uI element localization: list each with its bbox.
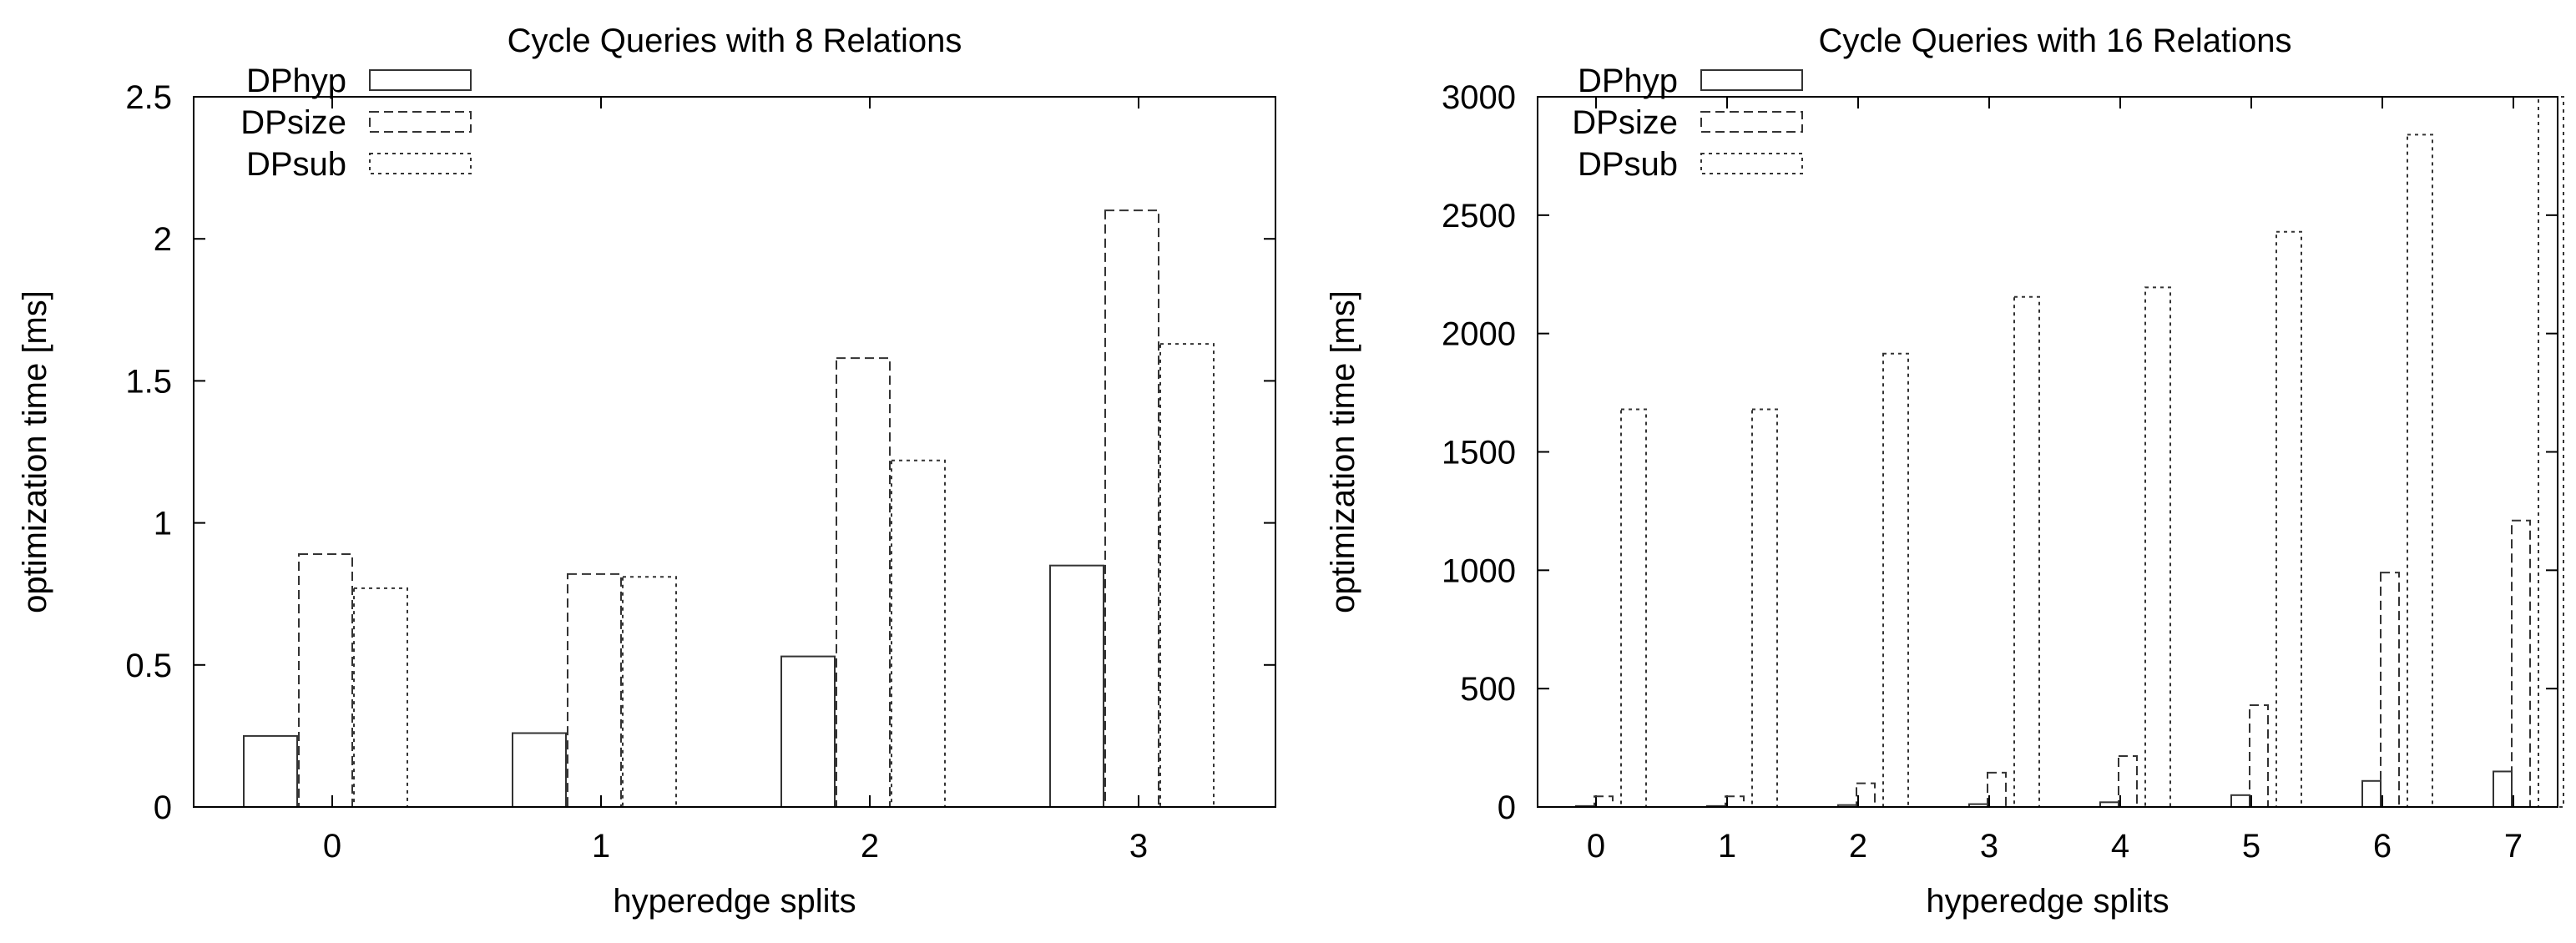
legend-swatch-dpsize — [1700, 111, 1803, 133]
chart-title: Cycle Queries with 16 Relations — [1819, 23, 2292, 59]
bar-dphyp — [1049, 564, 1104, 808]
bar-dpsub — [353, 587, 408, 809]
y-tick-label: 1500 — [1442, 435, 1516, 472]
bar-dpsize — [567, 572, 622, 808]
bar-dpsize — [1594, 795, 1614, 808]
legend-swatch-dpsub — [1700, 153, 1803, 174]
bar-dpsize — [1104, 209, 1159, 809]
chart-1: Cycle Queries with 8 Relations 0 0.5 1 1.5 2 2… — [17, 23, 1276, 920]
bar-dpsub — [1159, 343, 1215, 808]
bar-dpsize — [1987, 771, 2007, 809]
y-tick-label: 2500 — [1442, 198, 1516, 234]
x-axis-label: hyperedge splits — [613, 883, 856, 920]
bar-dpsub — [2013, 295, 2040, 809]
y-tick-label: 1.5 — [125, 363, 172, 400]
legend-label-dpsub: DPsub — [1578, 146, 1678, 183]
bar-dphyp — [2361, 779, 2382, 809]
bar-dpsub — [1620, 408, 1647, 808]
bar-dpsub — [2275, 230, 2302, 808]
x-tick-label: 4 — [2111, 828, 2129, 865]
x-tick-label: 3 — [1980, 828, 1998, 865]
bar-dphyp — [2230, 794, 2250, 808]
bar-dpsub — [2144, 286, 2171, 808]
bar-dpsub — [1751, 408, 1778, 808]
bar-dpsize — [2380, 572, 2400, 808]
legend-label-dphyp: DPhyp — [246, 63, 346, 99]
y-tick-label: 1 — [154, 506, 172, 542]
bar-dpsub — [622, 576, 677, 808]
y-tick-label: 0.5 — [125, 648, 172, 684]
x-tick-label: 0 — [323, 828, 341, 865]
legend-label-dpsub: DPsub — [246, 146, 346, 183]
y-tick-label: 0 — [154, 789, 172, 826]
legend-swatch-dpsize — [369, 111, 472, 133]
bar-dpsub — [1882, 352, 1909, 808]
y-tick-label: 2.5 — [125, 79, 172, 116]
legend-label-dphyp: DPhyp — [1578, 63, 1678, 99]
x-tick-label: 1 — [1718, 828, 1736, 865]
plot-frame — [193, 96, 1276, 808]
legend-label-dpsize: DPsize — [1572, 104, 1678, 141]
x-tick-label: 1 — [592, 828, 610, 865]
chart-title: Cycle Queries with 8 Relations — [508, 23, 962, 59]
y-tick-label: 2000 — [1442, 316, 1516, 353]
bar-dphyp — [780, 655, 836, 809]
plot-frame — [1537, 96, 2558, 808]
y-axis-label: optimization time [ms] — [17, 290, 53, 613]
bar-dpsize — [1725, 795, 1745, 808]
bar-dpsize — [1856, 782, 1876, 809]
y-tick-label: 2 — [154, 221, 172, 258]
bar-dpsize — [2511, 519, 2531, 808]
bar-dpsize — [2249, 704, 2269, 808]
x-tick-label: 0 — [1587, 828, 1605, 865]
legend-swatch-dpsub — [369, 153, 472, 174]
x-axis-label: hyperedge splits — [1926, 883, 2169, 920]
y-axis-label: optimization time [ms] — [1325, 290, 1361, 613]
bar-dpsize — [836, 357, 891, 808]
y-tick-label: 3000 — [1442, 79, 1516, 116]
x-tick-label: 3 — [1129, 828, 1148, 865]
bar-dphyp — [512, 732, 567, 808]
bar-dpsize — [298, 553, 353, 808]
y-tick-label: 500 — [1460, 671, 1516, 708]
legend-label-dpsize: DPsize — [240, 104, 346, 141]
bar-dpsub — [891, 459, 946, 808]
y-tick-label: 1000 — [1442, 552, 1516, 589]
chart-2: Cycle Queries with 16 Relations 0 500 1000 1… — [1325, 23, 2564, 920]
x-tick-label: 5 — [2242, 828, 2260, 865]
legend-swatch-dphyp — [1700, 69, 1803, 91]
bar-dpsize — [2118, 755, 2138, 808]
x-tick-label: 6 — [2373, 828, 2392, 865]
y-tick-label: 0 — [1498, 789, 1516, 826]
x-tick-label: 7 — [2504, 828, 2523, 865]
legend-swatch-dphyp — [369, 69, 472, 91]
x-tick-label: 2 — [861, 828, 879, 865]
bar-dpsub — [2407, 134, 2433, 809]
x-tick-label: 2 — [1849, 828, 1867, 865]
bar-dphyp — [2493, 770, 2513, 809]
bar-dphyp — [243, 734, 298, 809]
